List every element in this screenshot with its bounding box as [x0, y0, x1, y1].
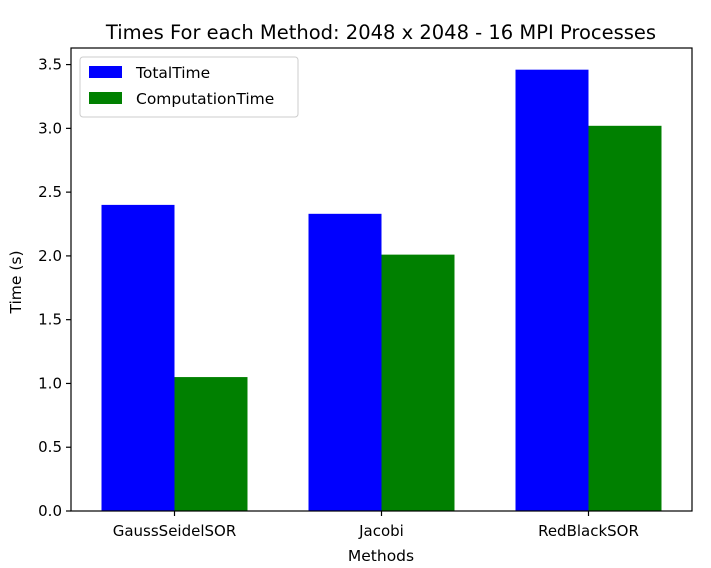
x-axis-label: Methods [348, 547, 414, 565]
x-tick-label: Jacobi [358, 522, 404, 540]
legend-label-TotalTime: TotalTime [135, 64, 210, 82]
bar-TotalTime-Jacobi [308, 213, 382, 511]
y-tick-label: 1.5 [38, 311, 62, 329]
y-axis-label: Time (s) [7, 250, 25, 314]
chart-title: Times For each Method: 2048 x 2048 - 16 … [105, 21, 656, 44]
bar-ComputationTime-GaussSeidelSOR [174, 377, 248, 511]
legend-box [79, 56, 299, 118]
legend-swatch-TotalTime [89, 66, 122, 78]
y-tick-label: 2.0 [38, 247, 62, 265]
y-tick-label: 3.0 [38, 119, 62, 137]
bar-TotalTime-GaussSeidelSOR [101, 204, 175, 512]
x-tick-label: RedBlackSOR [538, 522, 639, 540]
legend: TotalTime ComputationTime [79, 56, 299, 118]
legend-label-ComputationTime: ComputationTime [136, 90, 274, 108]
x-tick-label: GaussSeidelSOR [113, 522, 237, 540]
bar-ComputationTime-Jacobi [381, 254, 455, 511]
bar-TotalTime-RedBlackSOR [515, 69, 589, 511]
plot-area: 0.0 0.5 1.0 1.5 2.0 2.5 3.0 3.5 GaussSeidelSOR Ja… [38, 47, 693, 540]
y-tick-label: 0.0 [38, 502, 62, 520]
legend-swatch-ComputationTime [89, 92, 122, 104]
y-tick-label: 1.0 [38, 374, 62, 392]
y-tick-label: 0.5 [38, 438, 62, 456]
bar-ComputationTime-RedBlackSOR [588, 125, 662, 511]
y-tick-label: 2.5 [38, 183, 62, 201]
y-tick-label: 3.5 [38, 56, 62, 74]
